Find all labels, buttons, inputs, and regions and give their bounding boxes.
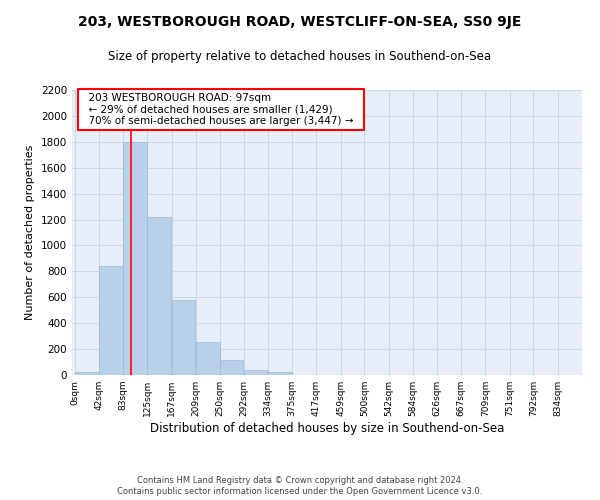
Text: Size of property relative to detached houses in Southend-on-Sea: Size of property relative to detached ho… <box>109 50 491 63</box>
Bar <box>196 342 220 375</box>
Bar <box>147 217 171 375</box>
Bar <box>75 372 98 375</box>
Bar <box>244 370 268 375</box>
Bar <box>172 300 196 375</box>
Text: Contains public sector information licensed under the Open Government Licence v3: Contains public sector information licen… <box>118 487 482 496</box>
X-axis label: Distribution of detached houses by size in Southend-on-Sea: Distribution of detached houses by size … <box>150 422 504 435</box>
Bar <box>123 142 146 375</box>
Text: 203, WESTBOROUGH ROAD, WESTCLIFF-ON-SEA, SS0 9JE: 203, WESTBOROUGH ROAD, WESTCLIFF-ON-SEA,… <box>79 15 521 29</box>
Bar <box>220 360 244 375</box>
Bar <box>268 372 292 375</box>
Text: 203 WESTBOROUGH ROAD: 97sqm  
  ← 29% of detached houses are smaller (1,429)  
 : 203 WESTBOROUGH ROAD: 97sqm ← 29% of det… <box>82 93 360 126</box>
Y-axis label: Number of detached properties: Number of detached properties <box>25 145 35 320</box>
Text: Contains HM Land Registry data © Crown copyright and database right 2024.: Contains HM Land Registry data © Crown c… <box>137 476 463 485</box>
Bar <box>99 266 123 375</box>
